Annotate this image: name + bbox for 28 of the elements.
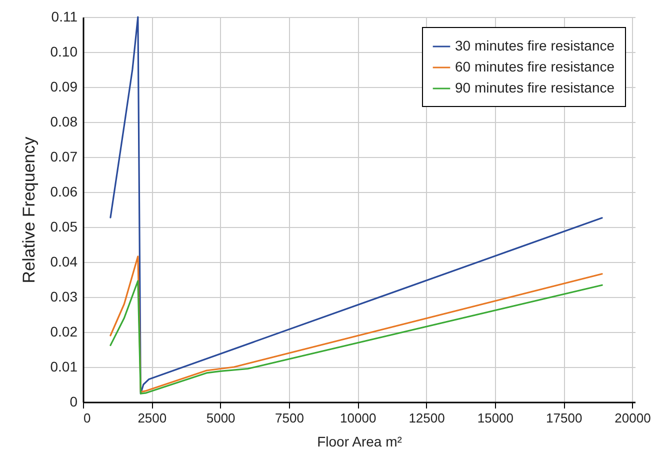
x-tick-label: 12500 <box>408 410 445 426</box>
y-tick-label: 0.04 <box>50 254 78 270</box>
x-tick-label: 5000 <box>206 410 236 426</box>
x-axis-title: Floor Area m² <box>317 434 402 450</box>
y-tick-label: 0.07 <box>50 148 78 164</box>
y-axis-title: Relative Frequency <box>19 136 38 284</box>
line-series <box>110 256 603 393</box>
y-tick-label: 0.10 <box>50 44 78 60</box>
y-tick-label: 0.08 <box>50 114 78 130</box>
y-tick-label: 0.09 <box>50 78 78 94</box>
x-tick-label: 2500 <box>138 410 167 426</box>
y-tick-label: 0.06 <box>50 184 78 200</box>
line-series <box>110 280 603 394</box>
y-tick-label: 0.01 <box>50 358 78 374</box>
x-tick-label: 10000 <box>340 410 376 426</box>
x-tick-label: 15000 <box>477 410 514 426</box>
x-tick-label: 20000 <box>614 410 651 426</box>
y-tick-label: 0.03 <box>50 288 78 304</box>
legend-label: 90 minutes fire resistance <box>455 80 615 96</box>
x-tick-label: 7500 <box>275 410 304 426</box>
legend-label: 60 minutes fire resistance <box>455 58 615 74</box>
y-tick-label: 0 <box>70 394 78 410</box>
y-tick-label: 0.05 <box>50 218 78 234</box>
y-tick-label: 0.02 <box>50 324 78 340</box>
x-tick-label: 0 <box>84 410 91 426</box>
legend-label: 30 minutes fire resistance <box>455 38 615 54</box>
y-tick-label: 0.11 <box>51 8 78 24</box>
x-tick-label: 17500 <box>546 410 582 426</box>
